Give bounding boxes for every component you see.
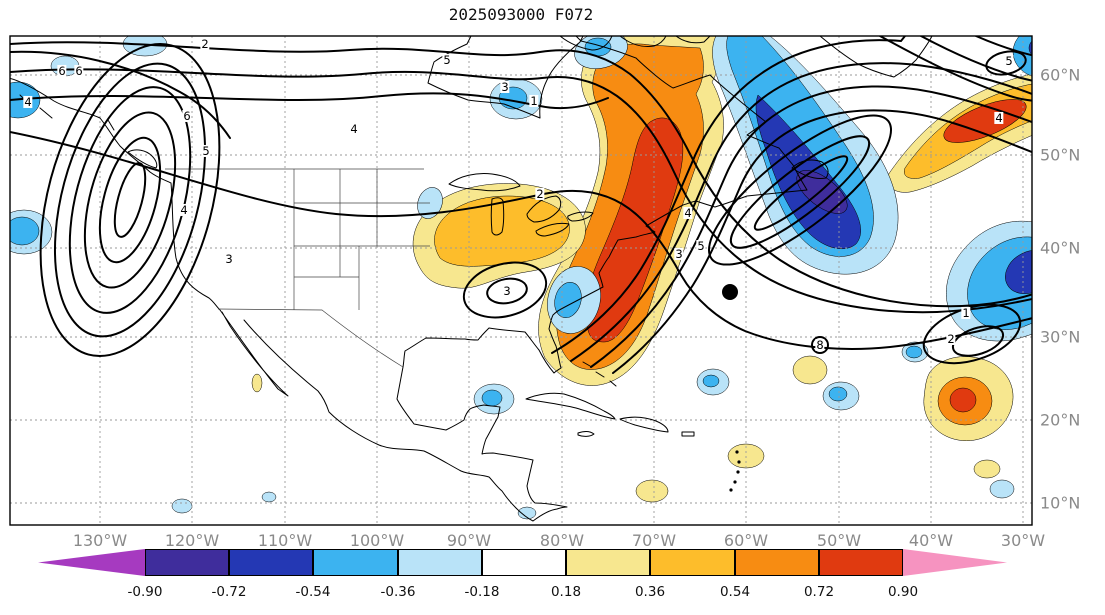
bahamas (582, 361, 617, 387)
state-borders (165, 168, 430, 368)
colorbar-segment (735, 549, 819, 576)
greenland-tip (819, 36, 933, 78)
colorbar-tick-label: 0.18 (550, 584, 582, 600)
contour-label: 3 (224, 251, 234, 266)
coastlines (10, 36, 933, 522)
contour-label: 4 (179, 202, 189, 217)
contour-label: 1 (961, 305, 971, 320)
contour-label: 2 (535, 186, 545, 201)
lat-tick-label: 40°N (1040, 238, 1081, 258)
lon-tick-label: 70°W (631, 531, 677, 550)
colorbar-tick-label: 0.72 (803, 584, 835, 600)
contour-label: 4 (23, 94, 33, 109)
colorbar-segment (313, 549, 398, 576)
contour-label: 3 (674, 246, 684, 261)
colorbar-tick-label: -0.36 (380, 584, 416, 600)
lat-tick-label: 30°N (1040, 327, 1081, 347)
height-contours (10, 36, 1032, 374)
lon-tick-label: 90°W (446, 531, 492, 550)
colorbar-tick-label: -0.54 (295, 584, 331, 600)
puerto-rico (681, 431, 695, 437)
lon-tick-label: 40°W (908, 531, 954, 550)
colorbar (0, 549, 1105, 576)
colorbar-segment (650, 549, 735, 576)
colorbar-tick-label: 0.36 (634, 584, 666, 600)
lon-tick-label: 130°W (72, 531, 128, 550)
lake-erie (535, 222, 570, 237)
contour-label: 4 (349, 121, 359, 136)
contour-label: 6 (74, 63, 84, 78)
lat-tick-label: 60°N (1040, 65, 1081, 85)
lake-huron (526, 195, 562, 223)
lat-tick-label: 10°N (1040, 493, 1081, 513)
contour-label: 2 (200, 36, 210, 51)
lon-tick-label: 60°W (723, 531, 769, 550)
lake-superior (448, 173, 521, 192)
colorbar-segment (145, 549, 229, 576)
lon-tick-label: 110°W (257, 531, 313, 550)
lat-tick-label: 50°N (1040, 145, 1081, 165)
colorbar-segment (819, 549, 903, 576)
colorbar-tick-label: -0.72 (211, 584, 247, 600)
jamaica (577, 431, 595, 437)
contour-label: 5 (1004, 53, 1014, 68)
lon-tick-label: 100°W (349, 531, 405, 550)
contour-label: 5 (201, 143, 211, 158)
lon-tick-label: 30°W (1000, 531, 1046, 550)
colorbar-segment (229, 549, 313, 576)
north-america-coastline (10, 77, 289, 397)
lake-ontario (567, 211, 594, 222)
contour-label: 6 (57, 63, 67, 78)
contour-label: 5 (442, 52, 452, 67)
colorbar-tick-label: -0.18 (464, 584, 500, 600)
contour-label: 5 (696, 238, 706, 253)
mexico-central-america-atlantic-coastline (243, 36, 808, 522)
baffin-arctic-islands (559, 36, 711, 51)
hudson-bay-coastline (427, 36, 584, 119)
vancouver-island (127, 149, 158, 169)
colorbar-segment (903, 549, 1007, 576)
colorbar-segment (566, 549, 650, 576)
lat-tick-label: 20°N (1040, 410, 1081, 430)
lon-tick-label: 80°W (539, 531, 585, 550)
colorbar-segment (38, 549, 145, 576)
lon-tick-label: 120°W (164, 531, 220, 550)
contour-label: 3 (502, 283, 512, 298)
colorbar-segment (482, 549, 566, 576)
colorbar-tick-label: -0.90 (127, 584, 163, 600)
lake-michigan (490, 197, 505, 236)
lesser-antilles (729, 450, 741, 492)
hispaniola (619, 416, 669, 433)
storm-position-marker (722, 284, 738, 300)
chart-title: 2025093000 F072 (448, 5, 594, 24)
contour-label: 8 (815, 337, 825, 352)
lon-tick-label: 50°W (816, 531, 862, 550)
contour-label: 1 (529, 93, 539, 108)
map-frame (9, 35, 1033, 526)
cuba (525, 392, 616, 420)
contour-label: 6 (182, 108, 192, 123)
colorbar-segment (398, 549, 482, 576)
contour-label: 4 (683, 205, 693, 220)
colorbar-tick-label: 0.54 (719, 584, 751, 600)
contour-label: 3 (500, 79, 510, 94)
colorbar-tick-label: 0.90 (887, 584, 919, 600)
contour-label: 2 (946, 331, 956, 346)
shaded-anomaly-regions (10, 36, 1032, 520)
contour-label: 4 (994, 110, 1004, 125)
